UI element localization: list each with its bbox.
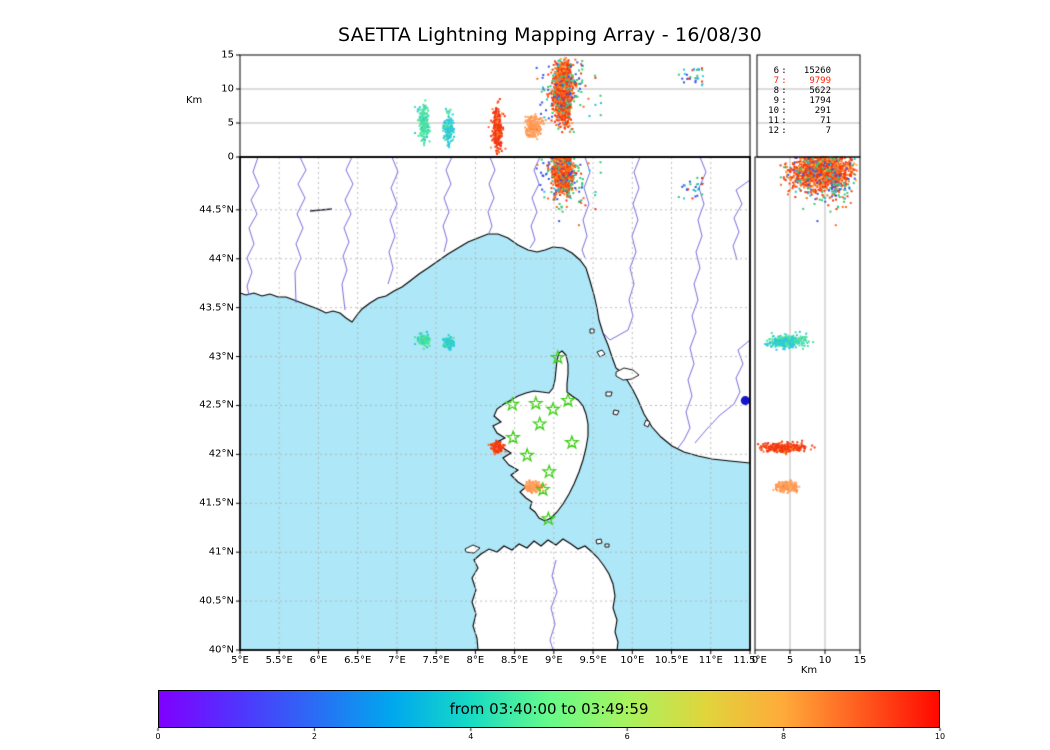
stats-row-value: 71	[820, 116, 831, 126]
stats-row-label: 12	[768, 126, 779, 136]
stats-row-label: 7	[773, 76, 779, 86]
stats-row-colon: :	[781, 86, 787, 96]
longitude-tick-label: 11.5°E	[733, 655, 767, 666]
stats-row-colon: :	[781, 76, 787, 86]
latitude-tick-label: 43.5°N	[199, 302, 234, 314]
longitude-tick-label: 7.5°E	[422, 655, 450, 666]
altitude-right-tick-label: 10	[818, 655, 832, 666]
longitude-tick-label: 10°E	[620, 655, 645, 666]
stats-row: 10: 291	[757, 106, 860, 116]
latitude-tick-label: 44°N	[208, 253, 234, 265]
altitude-axis-label: Km	[186, 95, 203, 106]
colorbar-time-label: from 03:40:00 to 03:49:59	[449, 700, 649, 718]
stats-row-value: 9799	[809, 76, 831, 86]
longitude-tick-label: 9.5°E	[579, 655, 607, 666]
stats-row-label: 9	[773, 96, 779, 106]
altitude-tick-label: 5	[227, 117, 234, 129]
longitude-tick-label: 8°E	[466, 655, 485, 666]
latitude-tick-label: 43°N	[208, 351, 234, 363]
latitude-tick-label: 40.5°N	[199, 595, 234, 607]
stats-row-colon: :	[781, 106, 787, 116]
longitude-tick-label: 10.5°E	[654, 655, 689, 666]
longitude-tick-label: 7°E	[388, 655, 406, 666]
colorbar-tick-label: 8	[781, 732, 787, 741]
latitude-tick-label: 42°N	[208, 448, 234, 460]
stats-row: 12: 7	[757, 126, 860, 136]
altitude-right-tick-label: 0	[751, 655, 759, 666]
colorbar-tick-label: 10	[934, 732, 946, 741]
altitude-right-axis-label: Km	[800, 665, 818, 676]
stats-row-label: 8	[773, 86, 779, 96]
stats-row: 11: 71	[757, 116, 860, 126]
stats-row-colon: :	[781, 116, 787, 126]
longitude-tick-label: 11°E	[698, 655, 723, 666]
stats-row-value: 5622	[809, 86, 831, 96]
stats-row-value: 7	[825, 126, 831, 136]
colorbar: from 03:40:00 to 03:49:59	[158, 690, 940, 728]
latitude-tick-label: 40°N	[208, 644, 234, 656]
stats-row: 7: 9799	[757, 76, 860, 86]
stats-row: 8: 5622	[757, 86, 860, 96]
colorbar-tick-label: 0	[155, 732, 161, 741]
stats-row: 6: 15260	[757, 66, 860, 76]
stats-row-colon: :	[781, 126, 787, 136]
altitude-tick-label: 10	[221, 83, 234, 95]
altitude-tick-label: 0	[227, 151, 234, 163]
colorbar-tick-label: 6	[624, 732, 630, 741]
stats-panel: 6:15260 7:9799 8:5622 9:1794 10:291 11:71 12:7	[757, 55, 860, 157]
stats-row-colon: :	[781, 96, 787, 106]
longitude-tick-label: 5°E	[231, 655, 249, 666]
colorbar-tick-label: 4	[468, 732, 474, 741]
stats-row-value: 1794	[809, 96, 831, 106]
longitude-tick-label: 6°E	[309, 655, 328, 666]
stats-row-value: 15260	[803, 66, 831, 76]
stats-row-colon: :	[781, 66, 787, 76]
latitude-tick-label: 41°N	[208, 546, 234, 558]
longitude-tick-label: 8.5°E	[500, 655, 529, 666]
latitude-tick-label: 42.5°N	[199, 399, 234, 411]
latitude-tick-label: 44.5°N	[199, 204, 234, 216]
altitude-right-tick-label: 15	[853, 655, 867, 666]
stats-row: 9: 1794	[757, 96, 860, 106]
stats-row-label: 11	[768, 116, 779, 126]
longitude-tick-label: 6.5°E	[344, 655, 372, 666]
altitude-tick-label: 15	[221, 49, 234, 61]
stats-row-value: 291	[814, 106, 831, 116]
longitude-tick-label: 5.5°E	[265, 655, 293, 666]
longitude-tick-label: 9°E	[545, 655, 563, 666]
stats-row-label: 6	[773, 66, 779, 76]
latitude-tick-label: 41.5°N	[199, 497, 234, 509]
stats-row-label: 10	[768, 106, 779, 116]
colorbar-tick-label: 2	[311, 732, 317, 741]
altitude-right-tick-label: 5	[786, 655, 794, 666]
